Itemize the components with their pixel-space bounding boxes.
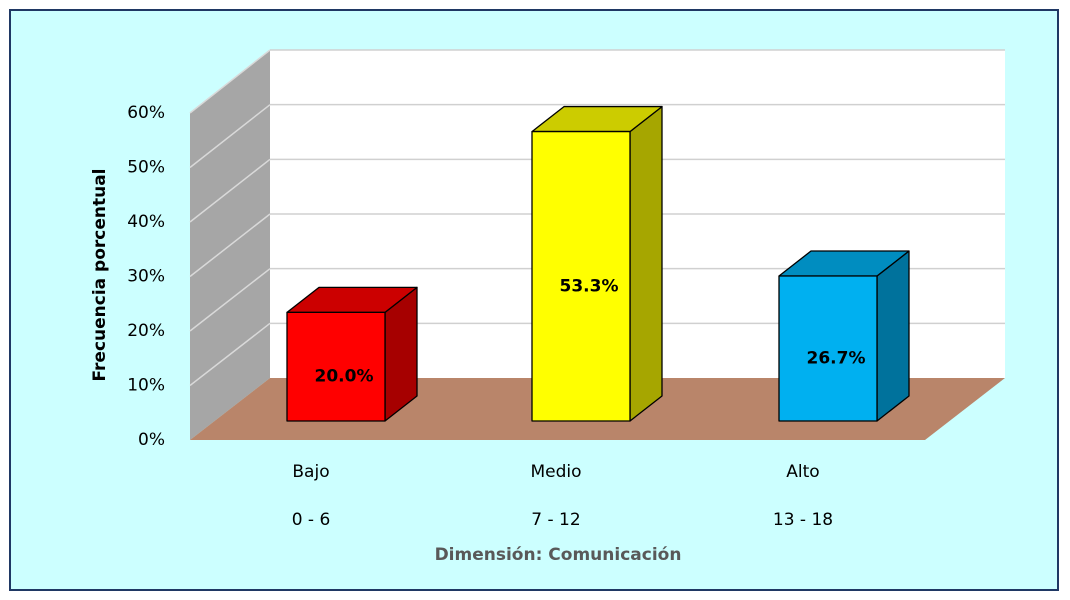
x-tick-sublabel: 7 - 12 (531, 510, 580, 530)
y-tick-label: 50% (127, 158, 165, 178)
bar-side (876, 250, 910, 422)
grid-line (189, 213, 271, 278)
y-axis-title: Frecuencia porcentual (90, 168, 110, 381)
x-axis-title: Dimensión: Comunicación (435, 545, 682, 565)
data-label: 53.3% (560, 276, 619, 296)
y-tick-label: 10% (127, 376, 165, 396)
grid-line (189, 322, 271, 387)
grid-line (189, 49, 271, 114)
bar-side (629, 105, 663, 422)
data-label: 20.0% (315, 367, 374, 387)
x-tick-sublabel: 0 - 6 (292, 510, 331, 530)
bar (531, 130, 631, 422)
y-tick-label: 40% (127, 212, 165, 232)
x-tick-label: Bajo (292, 462, 329, 482)
grid-line (189, 268, 271, 332)
y-tick-label: 0% (138, 430, 165, 450)
x-tick-label: Alto (786, 462, 819, 482)
y-tick-label: 60% (127, 103, 165, 123)
x-tick-sublabel: 13 - 18 (773, 510, 833, 530)
y-tick-label: 20% (127, 321, 165, 341)
bar (286, 311, 386, 422)
bar (778, 275, 878, 422)
grid-line (189, 158, 271, 223)
data-label: 26.7% (807, 349, 866, 369)
y-tick-label: 30% (127, 267, 165, 287)
grid-line (189, 104, 271, 169)
x-tick-label: Medio (530, 462, 581, 482)
